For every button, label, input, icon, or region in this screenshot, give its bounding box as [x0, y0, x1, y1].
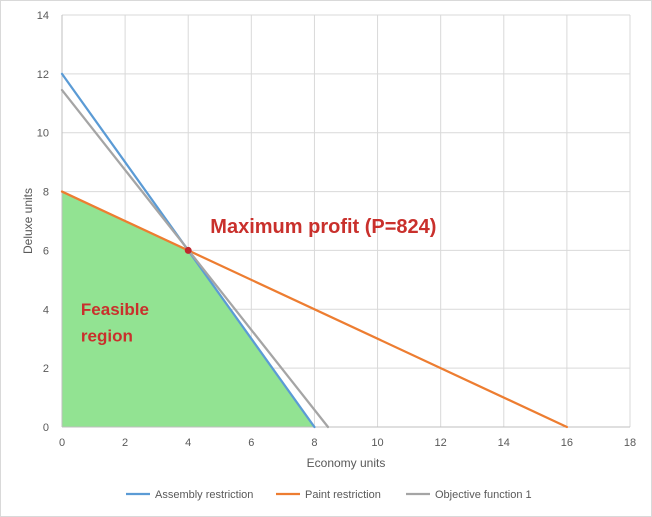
optimum-point-marker [184, 246, 192, 254]
y-tick-label: 6 [43, 245, 49, 257]
max-profit-annotation: Maximum profit (P=824) [210, 216, 436, 238]
feasible-region-label-line2: region [81, 327, 133, 346]
x-axis-title: Economy units [307, 456, 386, 470]
legend-label-2: Paint restriction [305, 489, 381, 501]
y-tick-label: 8 [43, 187, 49, 199]
x-tick-label: 8 [311, 437, 317, 449]
y-tick-label: 0 [43, 422, 49, 434]
optimum-point-layer [184, 246, 192, 254]
feasible-region-label-line1: Feasible [81, 300, 149, 319]
x-tick-label: 0 [59, 437, 65, 449]
series-line-2 [60, 190, 569, 429]
x-tick-label: 18 [624, 437, 636, 449]
x-tick-label: 16 [561, 437, 573, 449]
y-axis-title: Deluxe units [21, 188, 35, 254]
y-tick-label: 10 [37, 128, 49, 140]
legend-label-1: Assembly restriction [155, 489, 253, 501]
x-tick-label: 2 [122, 437, 128, 449]
y-tick-label: 14 [37, 10, 49, 22]
feasible-region-area [62, 191, 315, 427]
x-tick-label: 6 [248, 437, 254, 449]
series-line-3 [60, 88, 330, 429]
legend: Assembly restriction Paint restriction Obj… [126, 489, 532, 501]
x-tick-label: 10 [371, 437, 383, 449]
feasible-region-layer [62, 191, 315, 427]
y-tick-label: 4 [43, 304, 49, 316]
axis-layer: 0 2 4 6 8 10 12 14 16 18 0 2 4 6 8 10 12 14 [37, 10, 636, 449]
legend-label-3: Objective function 1 [435, 489, 532, 501]
x-tick-label: 4 [185, 437, 191, 449]
x-tick-label: 14 [498, 437, 510, 449]
y-tick-label: 2 [43, 363, 49, 375]
annotation-layer: Maximum profit (P=824) Feasible region [81, 216, 437, 346]
y-tick-label: 12 [37, 69, 49, 81]
x-tick-label: 12 [435, 437, 447, 449]
